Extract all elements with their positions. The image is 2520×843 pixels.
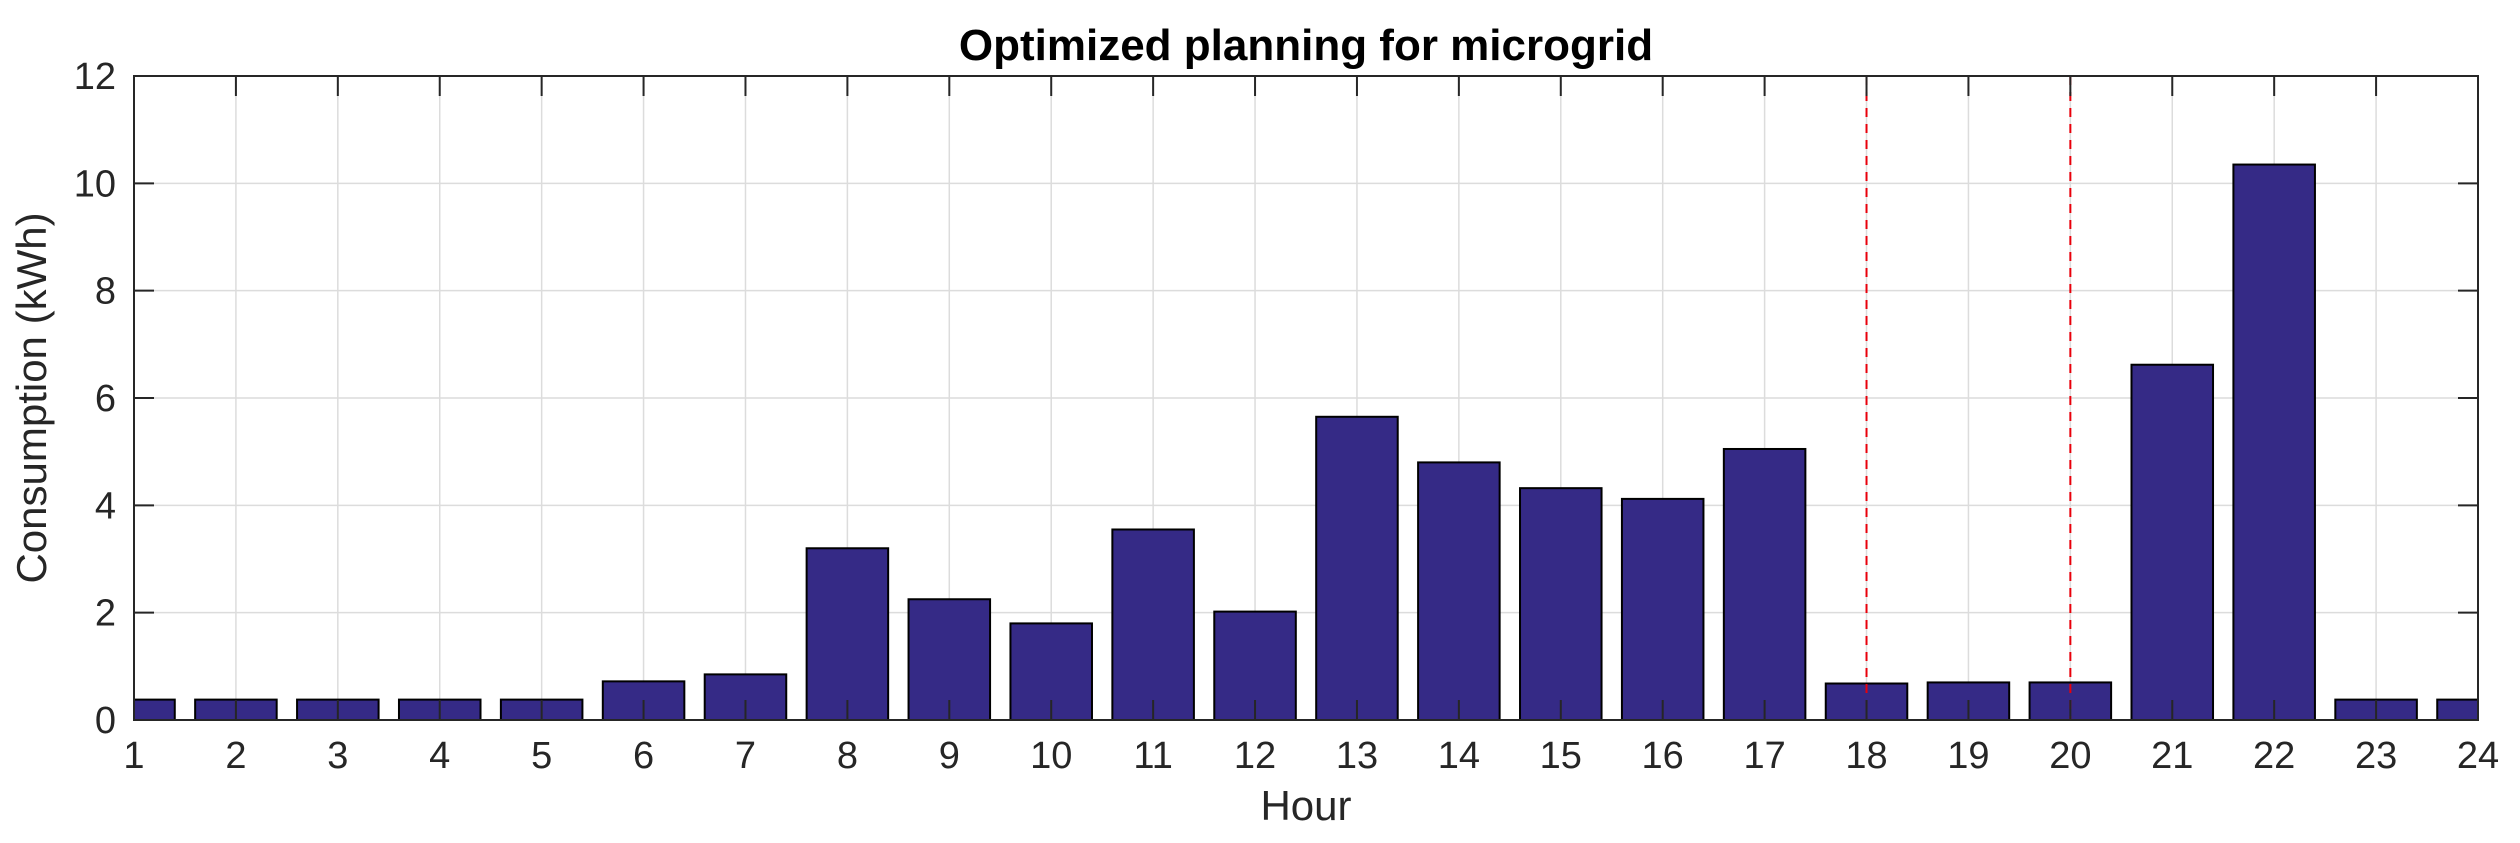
x-tick-label: 22	[2253, 735, 2295, 777]
bar-hour-8	[805, 547, 890, 721]
y-tick-label: 2	[95, 593, 116, 635]
bar-hour-11	[1111, 528, 1195, 721]
bars	[133, 163, 2480, 722]
bar-hour-15	[1519, 487, 1603, 721]
x-tick-label: 24	[2457, 735, 2499, 777]
bar-hour-14	[1417, 461, 1501, 721]
x-tick-label: 20	[2049, 735, 2091, 777]
y-tick-label: 4	[95, 485, 116, 527]
y-axis-label: Consumption (kWh)	[8, 212, 55, 583]
y-tick-label: 8	[95, 271, 116, 313]
bar-hour-21	[2130, 363, 2215, 721]
x-tick-label: 11	[1133, 735, 1172, 777]
y-tick-label: 10	[74, 163, 116, 205]
chart-title: Optimized planning for microgrid	[959, 21, 1653, 70]
axis-ticks	[133, 75, 2479, 721]
x-tick-label: 23	[2355, 735, 2397, 777]
y-tick-label: 12	[74, 56, 116, 98]
bar-hour-1	[133, 698, 176, 722]
x-tick-label: 15	[1540, 735, 1582, 777]
x-tick-label: 7	[735, 735, 756, 777]
x-tick-label: 10	[1030, 735, 1072, 777]
reference-lines	[1865, 76, 2072, 720]
x-tick-label: 5	[531, 735, 552, 777]
x-tick-label: 19	[1947, 735, 1989, 777]
x-tick-labels: 1 2 3 4 5 6 7 8 9 10 11 12 13 14 15 16 17 18 19 20 21 22 23 24	[123, 735, 2499, 777]
bar-hour-24	[2436, 698, 2480, 722]
y-tick-labels: 0 2 4 6 8 10 12	[74, 56, 116, 742]
y-tick-label: 0	[95, 700, 116, 742]
x-tick-label: 3	[327, 735, 348, 777]
x-tick-label: 16	[1642, 735, 1684, 777]
bar-hour-13	[1315, 415, 1399, 721]
x-tick-label: 6	[633, 735, 654, 777]
bar-hour-17	[1722, 447, 1807, 721]
x-tick-label: 2	[225, 735, 246, 777]
bar-hour-9	[907, 598, 992, 721]
x-tick-label: 13	[1336, 735, 1378, 777]
x-tick-label: 14	[1438, 735, 1480, 777]
x-tick-label: 12	[1234, 735, 1276, 777]
x-tick-label: 17	[1743, 735, 1785, 777]
x-tick-label: 8	[837, 735, 858, 777]
x-tick-label: 4	[429, 735, 450, 777]
x-tick-label: 9	[939, 735, 960, 777]
y-tick-label: 6	[95, 378, 116, 420]
x-axis-label: Hour	[1260, 782, 1351, 829]
x-tick-label: 18	[1845, 735, 1887, 777]
bar-hour-22	[2232, 163, 2316, 722]
x-tick-label: 21	[2151, 735, 2193, 777]
x-tick-label: 1	[123, 735, 144, 777]
bar-hour-16	[1620, 497, 1705, 722]
